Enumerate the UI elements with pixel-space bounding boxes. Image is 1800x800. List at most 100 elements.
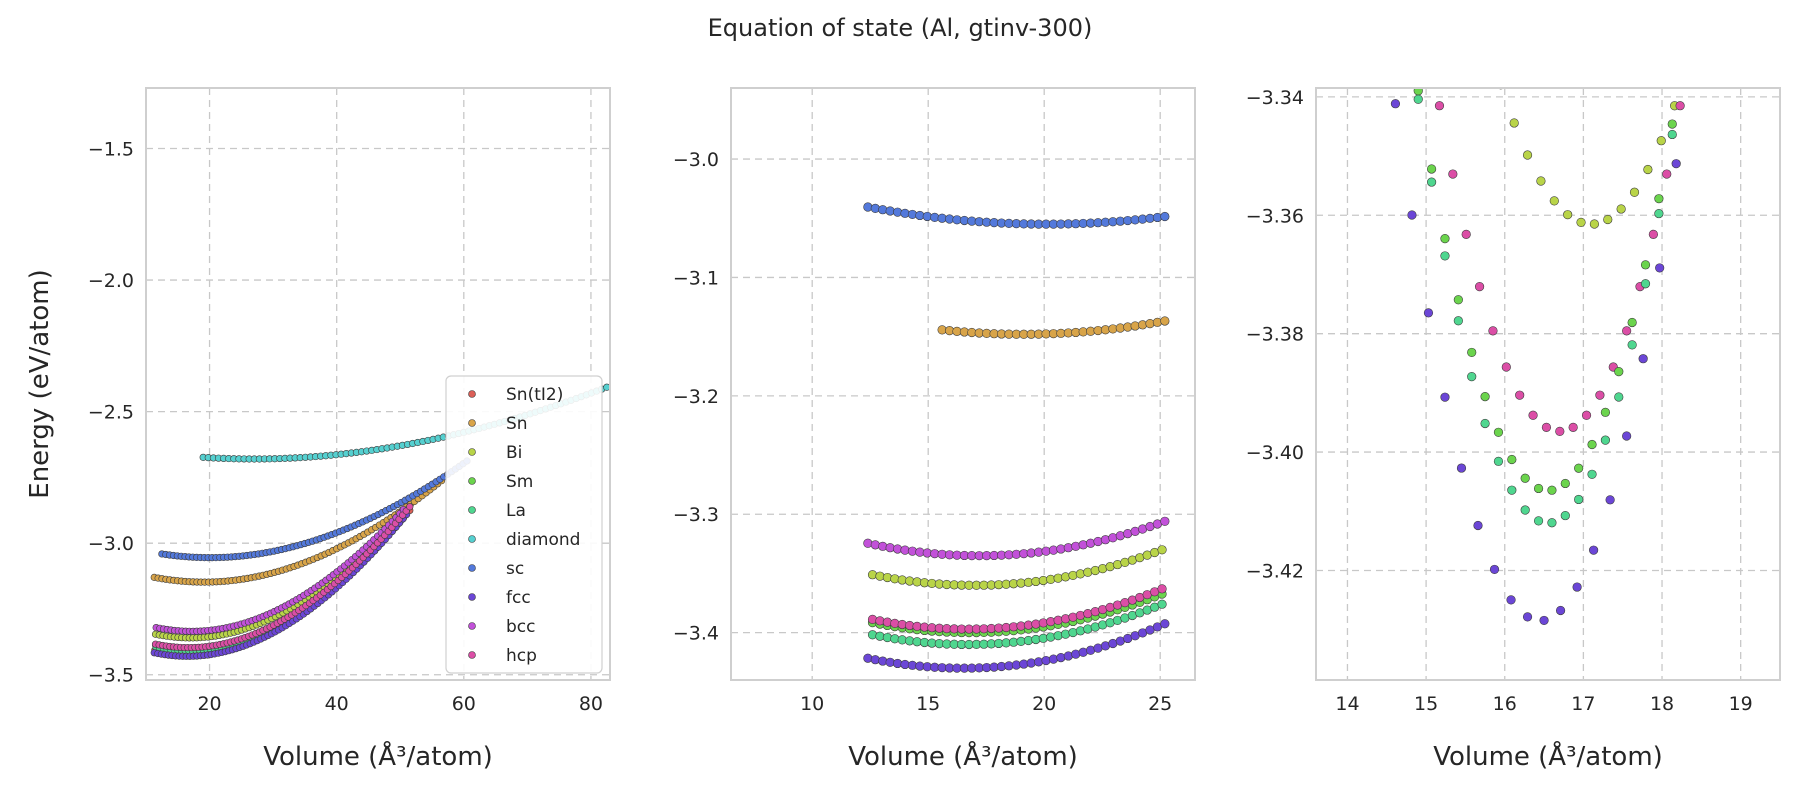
data-point bbox=[1053, 631, 1063, 641]
x-axis-label: Volume (Å³/atom) bbox=[848, 740, 1078, 772]
legend-marker bbox=[468, 651, 476, 659]
data-point bbox=[1440, 392, 1450, 402]
series-bcc bbox=[863, 516, 1170, 561]
legend-label: bcc bbox=[506, 617, 535, 637]
series-fcc bbox=[1390, 42, 1697, 626]
data-point bbox=[1614, 392, 1624, 402]
data-point bbox=[863, 538, 873, 548]
data-point bbox=[1589, 545, 1599, 555]
data-point bbox=[1667, 129, 1677, 140]
data-point bbox=[1614, 367, 1624, 377]
data-point bbox=[1068, 570, 1078, 581]
y-tick-label: −3.42 bbox=[1246, 560, 1304, 582]
x-tick-label: 40 bbox=[325, 693, 349, 715]
data-point bbox=[1160, 619, 1170, 629]
data-point bbox=[1688, 42, 1697, 51]
data-point bbox=[1053, 615, 1063, 625]
data-point bbox=[1547, 518, 1557, 528]
data-point bbox=[1507, 454, 1517, 465]
data-point bbox=[1643, 164, 1653, 175]
data-point bbox=[1390, 99, 1401, 109]
x-tick-label: 15 bbox=[916, 693, 940, 715]
data-point bbox=[1681, 37, 1690, 46]
legend-label: sc bbox=[506, 559, 524, 579]
data-point bbox=[1520, 473, 1530, 483]
data-point bbox=[1595, 390, 1605, 400]
axes-frame bbox=[145, 87, 611, 681]
x-tick-label: 19 bbox=[1729, 693, 1753, 715]
data-point bbox=[1060, 572, 1071, 582]
data-point bbox=[1034, 657, 1044, 667]
data-point bbox=[1071, 541, 1081, 551]
series-hcp bbox=[151, 503, 414, 652]
series-La bbox=[1413, 94, 1677, 528]
x-tick-label: 60 bbox=[452, 693, 476, 715]
data-point bbox=[1467, 372, 1477, 382]
data-point bbox=[1152, 317, 1163, 327]
series-sc bbox=[158, 457, 471, 562]
data-point bbox=[1522, 612, 1533, 622]
data-point bbox=[1622, 326, 1632, 336]
data-point bbox=[1060, 614, 1071, 624]
data-point bbox=[1060, 629, 1071, 639]
series-Bi bbox=[867, 545, 1167, 590]
data-point bbox=[1407, 210, 1417, 220]
data-point bbox=[1063, 543, 1073, 553]
data-point bbox=[1440, 234, 1450, 244]
scatter-points bbox=[150, 383, 610, 660]
x-tick-label: 17 bbox=[1571, 693, 1595, 715]
x-tick-label: 80 bbox=[579, 693, 603, 715]
data-point bbox=[1048, 654, 1059, 664]
data-point bbox=[1605, 495, 1615, 505]
y-tick-label: −3.38 bbox=[1246, 324, 1304, 346]
y-tick-label: −3.0 bbox=[673, 149, 719, 171]
data-point bbox=[1568, 422, 1578, 432]
data-point bbox=[1056, 652, 1066, 663]
y-tick-label: −3.40 bbox=[1246, 442, 1304, 464]
data-point bbox=[1160, 316, 1170, 326]
data-point bbox=[1640, 260, 1651, 270]
legend-marker bbox=[468, 477, 476, 485]
data-point bbox=[1560, 510, 1570, 521]
data-point bbox=[1522, 150, 1533, 160]
data-point bbox=[1507, 485, 1517, 495]
data-point bbox=[867, 630, 878, 640]
data-point bbox=[1157, 545, 1167, 555]
data-point bbox=[1654, 208, 1664, 219]
data-point bbox=[1515, 390, 1525, 400]
scatter-points bbox=[863, 202, 1170, 673]
y-tick-label: −3.34 bbox=[1246, 87, 1304, 109]
series-La bbox=[867, 599, 1167, 650]
data-point bbox=[1627, 317, 1637, 328]
data-point bbox=[870, 655, 880, 665]
x-tick-label: 16 bbox=[1493, 693, 1517, 715]
data-point bbox=[1489, 564, 1500, 575]
y-tick-label: −3.36 bbox=[1246, 205, 1304, 227]
series-Sm bbox=[867, 589, 1167, 638]
data-point bbox=[1422, 25, 1431, 34]
axes-frame bbox=[1315, 87, 1781, 681]
data-point bbox=[1574, 463, 1584, 473]
data-point bbox=[1600, 435, 1611, 445]
data-point bbox=[867, 614, 878, 624]
series-Sn bbox=[937, 316, 1170, 339]
x-tick-label: 18 bbox=[1650, 693, 1674, 715]
data-point bbox=[1041, 655, 1051, 666]
data-point bbox=[1555, 426, 1565, 436]
y-tick-label: −2.0 bbox=[88, 270, 134, 292]
y-tick-label: −3.0 bbox=[88, 533, 134, 555]
data-point bbox=[1600, 407, 1611, 417]
data-point bbox=[1640, 279, 1651, 289]
data-point bbox=[1506, 595, 1516, 605]
data-point bbox=[1563, 210, 1573, 220]
legend: Sn(tI2) Sn Bi Sm La diamond sc fcc bcc hcp bbox=[445, 375, 603, 674]
panel-zoom-minimum: 14 15 16 17 18 19 −3.42 −3.40 −3.38 −3.36 −3.34 Vol… bbox=[1246, 25, 1781, 772]
data-point bbox=[1549, 196, 1559, 206]
panel-full-range: 20 40 60 80 −3.5 −3.0 −2.5 −2.0 −1.5 Volume (Å³/a… bbox=[25, 87, 611, 772]
legend-marker bbox=[468, 390, 476, 398]
legend-marker bbox=[468, 564, 476, 572]
data-point bbox=[1046, 617, 1056, 627]
x-tick-label: 20 bbox=[197, 693, 221, 715]
series-hcp bbox=[1422, 25, 1685, 436]
data-point bbox=[1046, 632, 1056, 642]
